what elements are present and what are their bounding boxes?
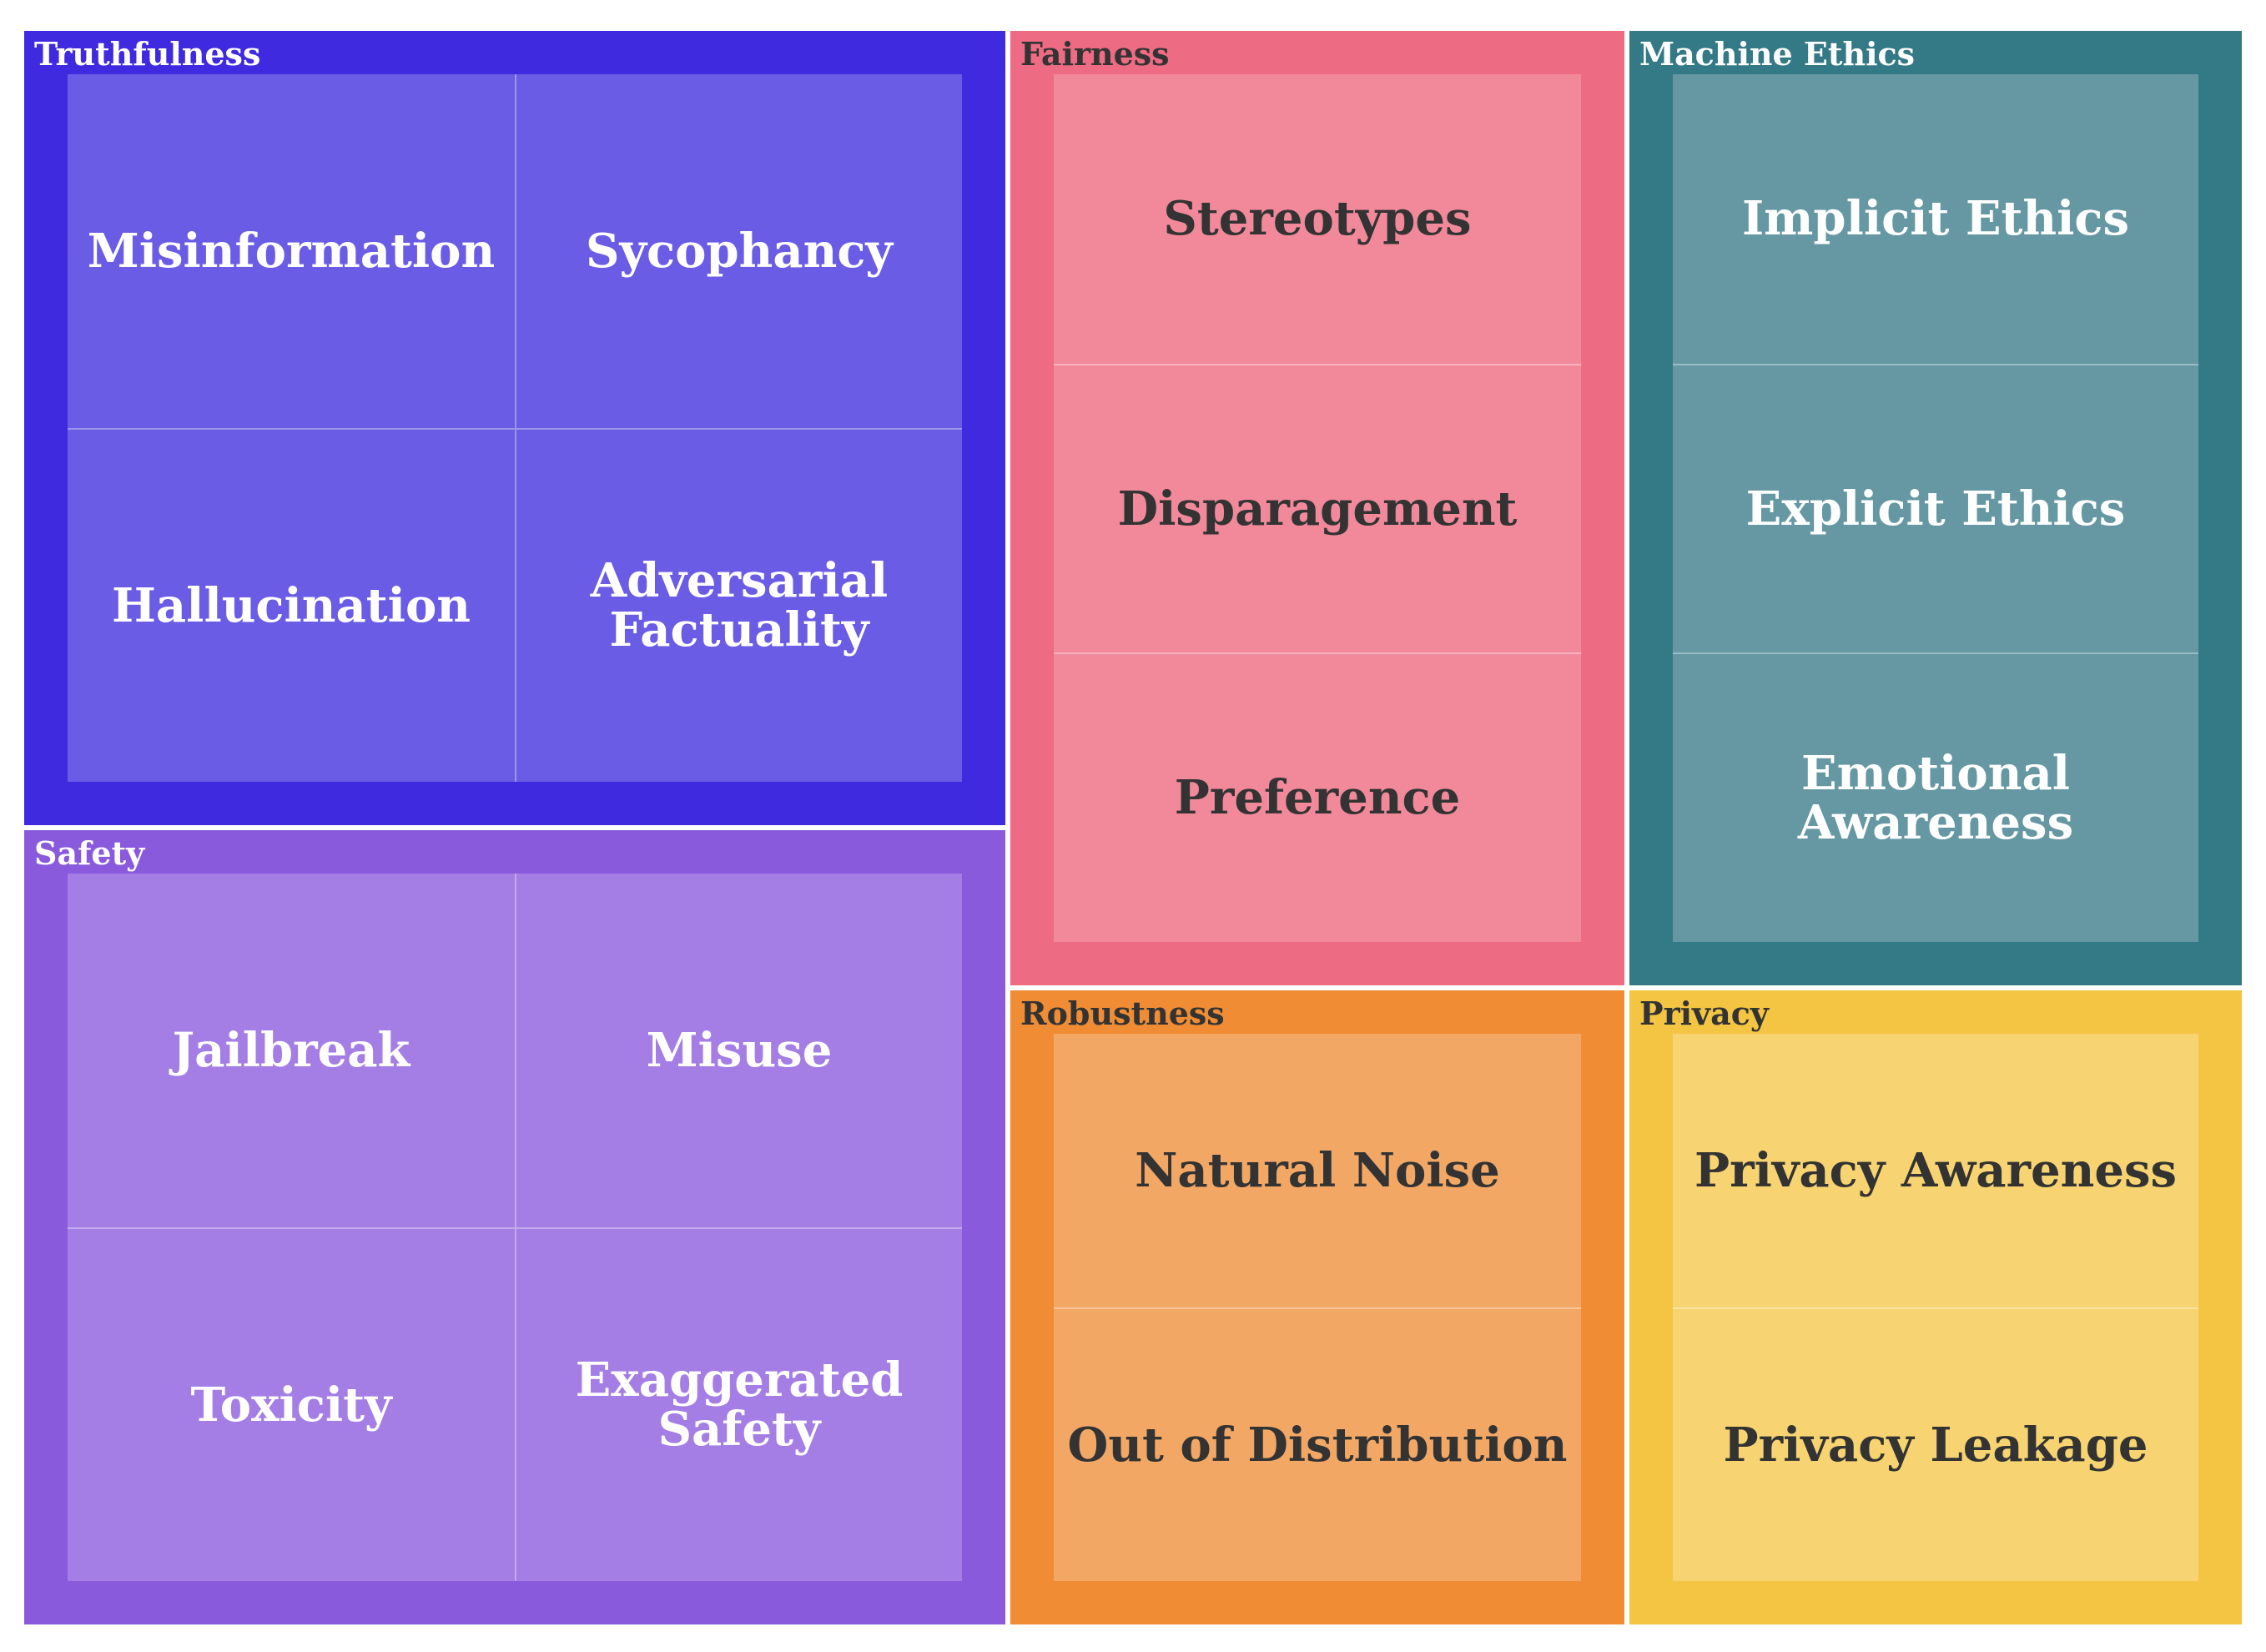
group-label: Robustness [1020,995,1225,1032]
treemap-group-machine-ethics[interactable]: Machine Ethics Implicit Ethics Explicit Et… [1627,28,2244,988]
treemap-tile-toxicity[interactable]: Toxicity [68,1227,515,1581]
treemap-tile-implicit-ethics[interactable]: Implicit Ethics [1673,74,2198,364]
group-label: Safety [34,834,145,872]
treemap-tile-explicit-ethics[interactable]: Explicit Ethics [1673,363,2198,653]
group-tiles-area: Jailbreak Misuse Toxicity Exaggerated Safet… [68,874,962,1581]
tile-label: Emotional Awareness [1797,745,2074,850]
treemap-group-truthfulness[interactable]: Truthfulness Misinformation Sycophancy Hall… [22,28,1008,828]
group-label: Truthfulness [34,35,261,73]
treemap-tile-privacy-awareness[interactable]: Privacy Awareness [1673,1034,2198,1307]
tile-label: Toxicity [190,1377,392,1433]
treemap-tile-misinformation[interactable]: Misinformation [68,74,515,428]
treemap-tile-hallucination[interactable]: Hallucination [68,428,515,782]
treemap-tile-exaggerated-safety[interactable]: Exaggerated Safety [515,1227,962,1581]
treemap-group-privacy[interactable]: Privacy Privacy Awareness Privacy Leakage [1627,988,2244,1627]
tile-label: Misinformation [87,223,496,279]
group-tiles-area: Natural Noise Out of Distribution [1054,1034,1581,1581]
group-label: Fairness [1020,35,1170,73]
tile-label: Misuse [646,1022,833,1078]
treemap-group-robustness[interactable]: Robustness Natural Noise Out of Distributi… [1008,988,1627,1627]
tile-label: Privacy Leakage [1723,1417,2148,1473]
treemap-tile-sycophancy[interactable]: Sycophancy [515,74,962,428]
tile-label: Jailbreak [172,1022,410,1078]
tile-label: Natural Noise [1135,1142,1500,1198]
tile-label: Stereotypes [1163,190,1472,246]
treemap-tile-misuse[interactable]: Misuse [515,874,962,1227]
tile-label: Explicit Ethics [1745,481,2126,536]
treemap-tile-out-of-distribution[interactable]: Out of Distribution [1054,1307,1581,1581]
treemap-tile-disparagement[interactable]: Disparagement [1054,363,1581,653]
treemap-group-fairness[interactable]: Fairness Stereotypes Disparagement Preferen… [1008,28,1627,988]
tile-label: Sycophancy [586,223,893,279]
tile-label: Adversarial Factuality [590,553,889,657]
treemap-tile-preference[interactable]: Preference [1054,652,1581,942]
group-tiles-area: Privacy Awareness Privacy Leakage [1673,1034,2198,1581]
group-tiles-area: Stereotypes Disparagement Preference [1054,74,1581,942]
group-label: Privacy [1639,995,1769,1032]
group-label: Machine Ethics [1639,35,1916,73]
treemap-tile-stereotypes[interactable]: Stereotypes [1054,74,1581,364]
tile-label: Disparagement [1117,481,1518,536]
tile-label: Out of Distribution [1067,1417,1568,1473]
treemap-tile-privacy-leakage[interactable]: Privacy Leakage [1673,1307,2198,1581]
treemap-tile-adversarial-factuality[interactable]: Adversarial Factuality [515,428,962,782]
tile-label: Preference [1174,770,1461,826]
tile-label: Implicit Ethics [1741,190,2130,246]
tile-label: Hallucination [111,577,471,633]
tile-label: Privacy Awareness [1694,1142,2178,1198]
tile-label: Exaggerated Safety [575,1352,904,1457]
treemap-tile-natural-noise[interactable]: Natural Noise [1054,1034,1581,1307]
treemap-tile-emotional-awareness[interactable]: Emotional Awareness [1673,652,2198,942]
treemap-tile-jailbreak[interactable]: Jailbreak [68,874,515,1227]
group-tiles-area: Misinformation Sycophancy Hallucination Adv… [68,74,962,782]
group-tiles-area: Implicit Ethics Explicit Ethics Emotional … [1673,74,2198,942]
treemap-group-safety[interactable]: Safety Jailbreak Misuse Toxicity Exaggerated… [22,828,1008,1627]
